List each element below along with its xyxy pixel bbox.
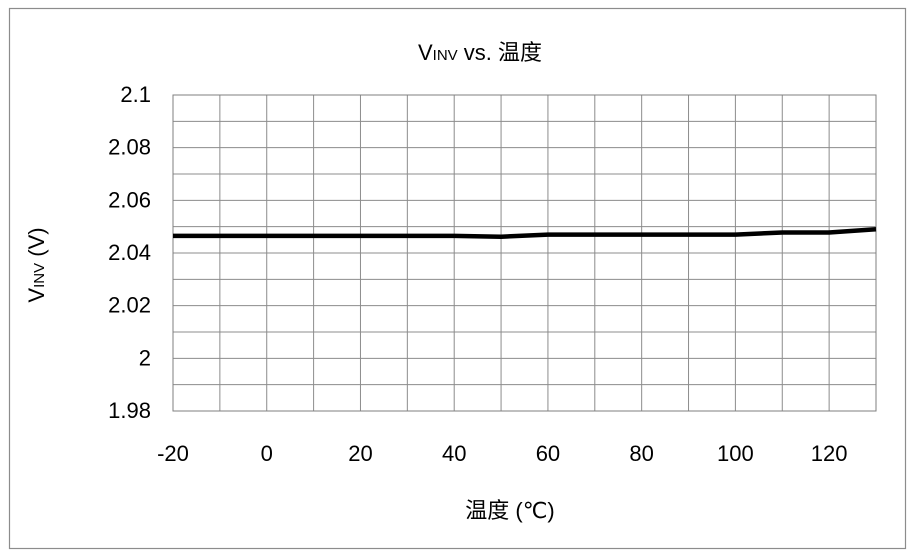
chart-title: VINV vs. 温度 (418, 40, 542, 65)
plot-area (172, 94, 877, 412)
series-line (173, 227, 877, 239)
chart-title-main: V (418, 40, 433, 65)
x-tick-label: -20 (157, 441, 189, 466)
y-tick-label: 2 (139, 345, 151, 370)
x-tick-labels: -20 0 20 40 60 80 100 120 (157, 441, 847, 466)
x-tick-label: 100 (717, 441, 754, 466)
x-tick-label: 60 (536, 441, 560, 466)
x-tick-label: 120 (811, 441, 848, 466)
y-tick-label: 2.08 (108, 135, 151, 160)
chart-border (8, 7, 907, 550)
series-layer (173, 227, 877, 239)
y-tick-label: 2.1 (120, 82, 151, 107)
chart-title-sub: INV (433, 47, 458, 64)
y-axis-title-sub: INV (31, 263, 48, 288)
y-tick-label: 2.04 (108, 240, 151, 265)
y-tick-label: 2.06 (108, 187, 151, 212)
x-tick-label: 40 (442, 441, 466, 466)
y-tick-labels: 1.98 2 2.02 2.04 2.06 2.08 2.1 (108, 82, 151, 423)
x-tick-label: 0 (261, 441, 273, 466)
x-tick-label: 20 (348, 441, 372, 466)
x-axis-title: 温度 (℃) (465, 498, 554, 523)
chart-title-rest: vs. 温度 (458, 40, 542, 65)
y-axis-title: VINV (V) (24, 227, 49, 302)
y-tick-label: 1.98 (108, 398, 151, 423)
y-axis-title-main: V (24, 288, 49, 303)
x-tick-label: 80 (629, 441, 653, 466)
y-axis-title-rest: (V) (24, 227, 49, 262)
y-tick-label: 2.02 (108, 293, 151, 318)
